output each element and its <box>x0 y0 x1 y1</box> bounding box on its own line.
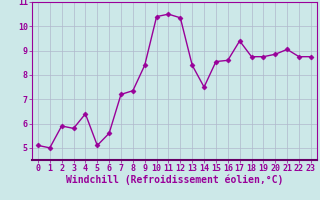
X-axis label: Windchill (Refroidissement éolien,°C): Windchill (Refroidissement éolien,°C) <box>66 175 283 185</box>
